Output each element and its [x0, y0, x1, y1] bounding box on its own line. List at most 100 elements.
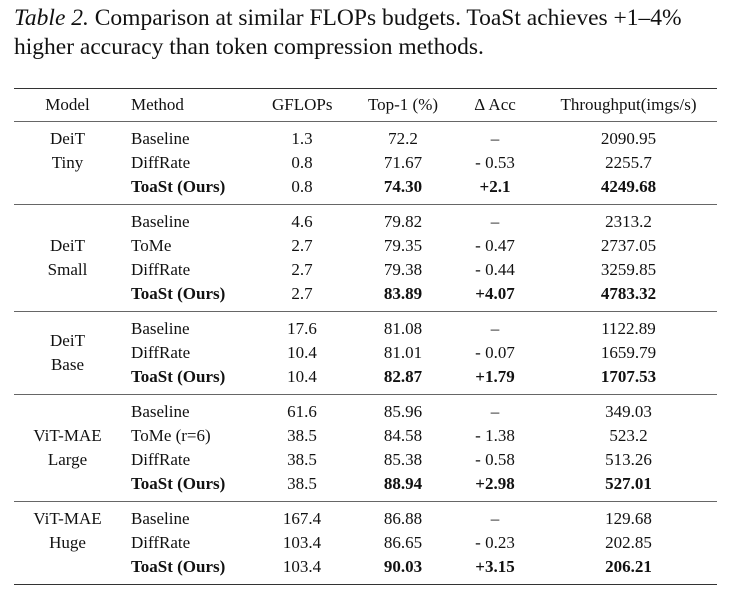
throughput-cell: 2255.7 — [605, 153, 652, 172]
model-group: ViT-MAE Large Baseline 61.6 85.96 – 349.03 ToMe… — [14, 395, 717, 502]
method-cell: DiffRate — [131, 153, 191, 172]
header-top1: Top-1 (%) — [367, 95, 439, 114]
throughput-cell: 1122.89 — [601, 319, 656, 338]
throughput-cell: 4249.68 — [600, 177, 657, 196]
model-name-line: ViT-MAE — [33, 426, 102, 445]
delta-acc-cell: – — [490, 129, 500, 148]
caption-text: Comparison at similar FLOPs budgets. Toa… — [14, 5, 682, 60]
delta-acc-cell: +1.79 — [475, 367, 515, 386]
header-method: Method — [131, 95, 184, 114]
method-cell: ToaSt (Ours) — [131, 367, 226, 386]
gflops-cell: 10.4 — [287, 367, 317, 386]
top1-cell: 74.30 — [383, 177, 423, 196]
throughput-cell: 2313.2 — [605, 212, 652, 231]
delta-acc-cell: - 0.44 — [475, 260, 515, 279]
table-body: DeiT Tiny Baseline 1.3 72.2 – 2090.95 DiffRate 0… — [14, 122, 717, 584]
throughput-cell: 1659.79 — [600, 343, 657, 362]
top1-cell: 81.01 — [383, 343, 423, 362]
table-row: Baseline 4.6 79.82 – 2313.2 — [14, 210, 717, 234]
gflops-cell: 0.8 — [291, 153, 313, 172]
gflops-cell: 0.8 — [291, 177, 313, 196]
model-name-cell: ViT-MAE Large — [14, 424, 121, 472]
model-name-line: DeiT — [50, 331, 85, 350]
delta-acc-cell: – — [490, 509, 500, 528]
caption-label: Table 2. — [14, 5, 89, 31]
table-caption: Table 2. Comparison at similar FLOPs bud… — [14, 4, 724, 62]
method-cell: DiffRate — [131, 450, 191, 469]
throughput-cell: 129.68 — [605, 509, 652, 528]
model-name-cell: DeiT Small — [14, 234, 121, 282]
table-row: DiffRate 38.5 85.38 - 0.58 513.26 — [14, 448, 717, 472]
table-row: ToaSt (Ours) 0.8 74.30 +2.1 4249.68 — [14, 175, 717, 199]
delta-acc-cell: – — [490, 319, 500, 338]
delta-acc-cell: - 0.53 — [475, 153, 515, 172]
gflops-cell: 38.5 — [287, 450, 317, 469]
delta-acc-cell: - 0.58 — [475, 450, 515, 469]
table-row: Baseline 1.3 72.2 – 2090.95 — [14, 127, 717, 151]
top1-cell: 72.2 — [388, 129, 418, 148]
table-row: DiffRate 2.7 79.38 - 0.44 3259.85 — [14, 258, 717, 282]
table-row: Baseline 167.4 86.88 – 129.68 — [14, 507, 717, 531]
table-row: ToMe (r=6) 38.5 84.58 - 1.38 523.2 — [14, 424, 717, 448]
top1-cell: 82.87 — [383, 367, 423, 386]
model-name-line: Huge — [49, 533, 86, 552]
top1-cell: 81.08 — [383, 319, 423, 338]
throughput-cell: 1707.53 — [600, 367, 657, 386]
model-group: ViT-MAE Huge Baseline 167.4 86.88 – 129.68 Diff… — [14, 502, 717, 584]
model-name-line: Base — [50, 355, 85, 374]
gflops-cell: 38.5 — [287, 474, 317, 493]
delta-acc-cell: – — [490, 212, 500, 231]
delta-acc-cell: - 0.23 — [475, 533, 515, 552]
gflops-cell: 61.6 — [287, 402, 317, 421]
table-row: ToaSt (Ours) 2.7 83.89 +4.07 4783.32 — [14, 282, 717, 306]
model-name-cell: DeiT Tiny — [14, 127, 121, 175]
table-row: DiffRate 0.8 71.67 - 0.53 2255.7 — [14, 151, 717, 175]
model-name-line: Large — [47, 450, 88, 469]
table-row: Baseline 17.6 81.08 – 1122.89 — [14, 317, 717, 341]
method-cell: Baseline — [131, 212, 190, 231]
gflops-cell: 103.4 — [282, 557, 322, 576]
top1-cell: 85.38 — [383, 450, 423, 469]
top1-cell: 88.94 — [383, 474, 423, 493]
header-throughput: Throughput(imgs/s) — [560, 95, 697, 114]
top1-cell: 85.96 — [383, 402, 423, 421]
throughput-cell: 513.26 — [605, 450, 652, 469]
top1-cell: 79.82 — [383, 212, 423, 231]
throughput-cell: 4783.32 — [600, 284, 657, 303]
table-header: Model Method GFLOPs Top-1 (%) Δ Acc Thro… — [14, 89, 717, 122]
gflops-cell: 2.7 — [291, 260, 313, 279]
model-name-line: DeiT — [50, 129, 85, 148]
table-row: ToaSt (Ours) 103.4 90.03 +3.15 206.21 — [14, 555, 717, 579]
delta-acc-cell: +2.98 — [475, 474, 515, 493]
top1-cell: 79.35 — [383, 236, 423, 255]
throughput-cell: 3259.85 — [600, 260, 657, 279]
delta-acc-cell: +2.1 — [479, 177, 511, 196]
method-cell: DiffRate — [131, 533, 191, 552]
model-group: DeiT Small Baseline 4.6 79.82 – 2313.2 ToMe 2.7 7… — [14, 205, 717, 312]
table-row: ToaSt (Ours) 38.5 88.94 +2.98 527.01 — [14, 472, 717, 496]
table-row: Baseline 61.6 85.96 – 349.03 — [14, 400, 717, 424]
gflops-cell: 2.7 — [291, 236, 313, 255]
throughput-cell: 2737.05 — [600, 236, 657, 255]
model-name-cell: ViT-MAE Huge — [14, 507, 121, 555]
model-group: DeiT Base Baseline 17.6 81.08 – 1122.89 DiffRat… — [14, 312, 717, 395]
method-cell: DiffRate — [131, 260, 191, 279]
throughput-cell: 349.03 — [605, 402, 652, 421]
delta-acc-cell: – — [490, 402, 500, 421]
table-row: DiffRate 10.4 81.01 - 0.07 1659.79 — [14, 341, 717, 365]
throughput-cell: 523.2 — [609, 426, 648, 445]
throughput-cell: 2090.95 — [600, 129, 657, 148]
top1-cell: 83.89 — [383, 284, 423, 303]
gflops-cell: 103.4 — [282, 533, 322, 552]
gflops-cell: 38.5 — [287, 426, 317, 445]
method-cell: ToaSt (Ours) — [131, 557, 226, 576]
top1-cell: 84.58 — [383, 426, 423, 445]
gflops-cell: 1.3 — [291, 129, 313, 148]
table-row: DiffRate 103.4 86.65 - 0.23 202.85 — [14, 531, 717, 555]
delta-acc-cell: - 0.07 — [475, 343, 515, 362]
method-cell: ToMe (r=6) — [131, 426, 211, 445]
method-cell: Baseline — [131, 319, 190, 338]
model-name-line: ViT-MAE — [33, 509, 102, 528]
top1-cell: 86.65 — [383, 533, 423, 552]
top1-cell: 90.03 — [383, 557, 423, 576]
